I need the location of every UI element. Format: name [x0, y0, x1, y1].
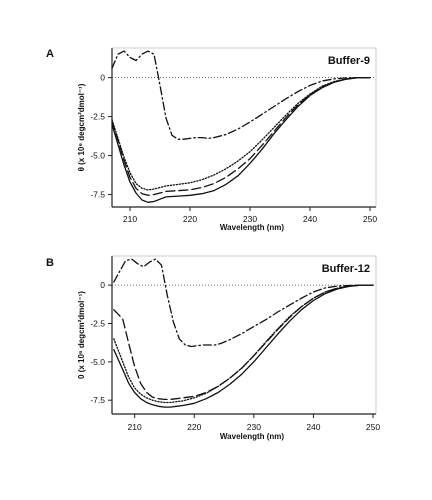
x-axis-title: Wavelength (nm)	[220, 432, 284, 441]
x-tick-label: 250	[363, 214, 377, 224]
x-tick-label: 220	[183, 214, 197, 224]
series-line-dashed	[111, 76, 371, 196]
series-line-dashed	[113, 284, 374, 401]
y-tick-label: 0	[100, 73, 105, 83]
y-axis-title: 0 (x 10⁶ degcm²dmol⁻¹)	[77, 291, 86, 379]
x-tick-label: 250	[366, 422, 380, 432]
y-tick-label: -2.5	[90, 318, 105, 328]
x-tick-label: 230	[243, 214, 257, 224]
series-line-solid	[111, 76, 371, 203]
x-axis-title: Wavelength (nm)	[220, 223, 284, 232]
y-tick-label: -7.5	[90, 395, 105, 405]
panel-b: 0 -2.5 -5.0 -7.5 210 220 230 240 250 Wavelength (…	[46, 255, 380, 441]
series-line-dotted	[113, 284, 374, 404]
series-line-dash-dot	[113, 258, 374, 348]
series-line-dash-dot	[111, 50, 371, 140]
y-tick-label: -7.5	[90, 190, 105, 200]
buffer-label: Buffer-12	[322, 263, 370, 275]
y-tick-label: -5.0	[90, 151, 105, 161]
panel-letter: A	[46, 48, 54, 60]
y-tick-label: -5.0	[90, 357, 105, 367]
panel-letter: B	[46, 257, 54, 269]
y-tick-label: -2.5	[90, 112, 105, 122]
x-tick-label: 240	[303, 214, 317, 224]
y-tick-label: 0	[100, 280, 105, 290]
x-tick-label: 220	[187, 422, 201, 432]
x-tick-label: 210	[128, 422, 142, 432]
panel-a: 0 -2.5 -5.0 -7.5 210 220 230 240 250 Wavelength (…	[46, 47, 377, 232]
series-line-dotted	[111, 76, 371, 191]
y-axis-title: θ (x 10⁶ degcm²dmol⁻¹)	[77, 83, 86, 171]
x-tick-label: 210	[123, 214, 137, 224]
buffer-label: Buffer-9	[328, 55, 370, 67]
x-tick-label: 240	[306, 422, 320, 432]
x-tick-label: 230	[247, 422, 261, 432]
series-line-solid	[113, 284, 374, 408]
